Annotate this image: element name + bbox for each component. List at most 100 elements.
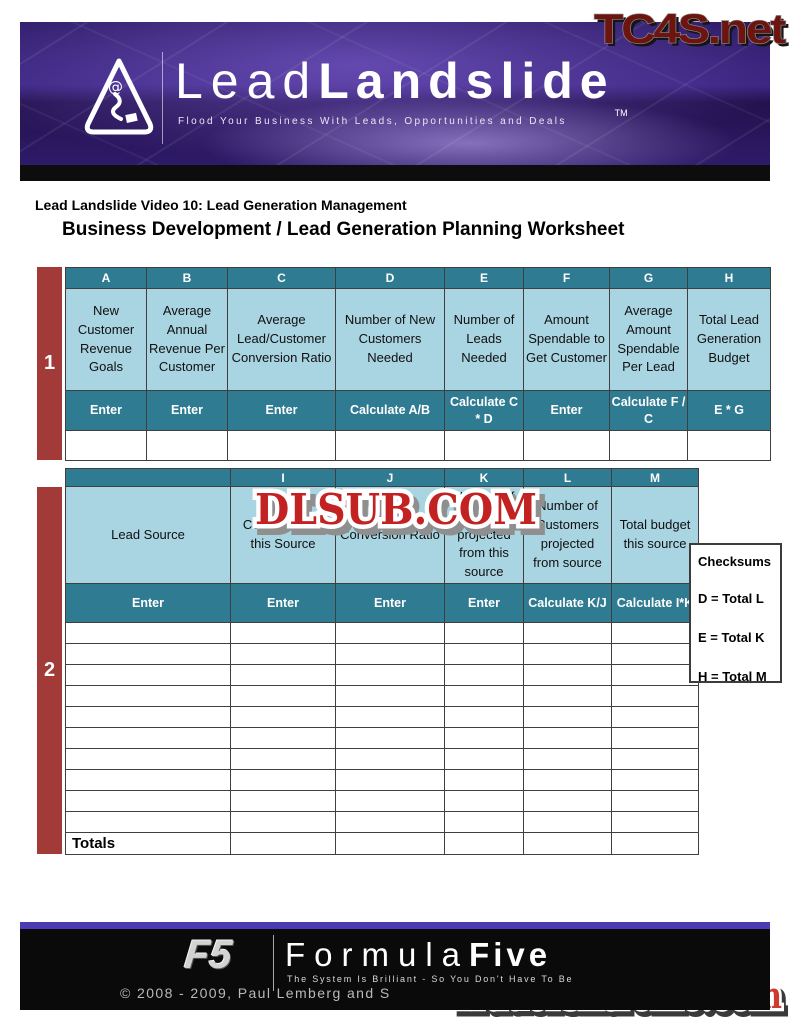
empty-cell xyxy=(445,728,524,749)
totals-label: Totals xyxy=(66,833,231,855)
empty-cell xyxy=(231,812,336,833)
empty-cell xyxy=(66,812,231,833)
t1-desc-c: Average Lead/Customer Conversion Ratio xyxy=(228,289,336,391)
empty-cell xyxy=(612,749,699,770)
brand-wordmark: LeadLandslideTM xyxy=(175,52,628,118)
empty-cell xyxy=(336,770,445,791)
t2-action-leadsource: Enter xyxy=(66,584,231,623)
t2-totals-row: Totals xyxy=(66,833,699,855)
landslide-triangle-icon: @ xyxy=(84,58,154,135)
t2-empty-row xyxy=(66,707,699,728)
empty-cell xyxy=(66,749,231,770)
checksum-item-h: H = Total M xyxy=(698,669,767,684)
t2-action-l: Calculate K/J xyxy=(524,584,612,623)
t1-input-cell xyxy=(610,431,688,461)
t1-letter-h: H xyxy=(688,268,771,289)
empty-cell xyxy=(524,644,612,665)
t1-input-cell xyxy=(688,431,771,461)
t1-desc-h: Total Lead Generation Budget xyxy=(688,289,771,391)
empty-cell xyxy=(66,665,231,686)
banner-bottom-bar xyxy=(20,165,770,181)
t2-desc-j: Conversion Ratio xyxy=(336,487,445,584)
logo-divider xyxy=(162,52,163,144)
t2-action-i: Enter xyxy=(231,584,336,623)
empty-cell xyxy=(524,707,612,728)
trademark-symbol: TM xyxy=(614,108,628,118)
t2-desc-m: Total budget this source xyxy=(612,487,699,584)
empty-cell xyxy=(445,665,524,686)
footer-tagline: The System Is Brilliant - So You Don't H… xyxy=(287,974,574,984)
totals-cell xyxy=(231,833,336,855)
t2-action-m: Calculate I*K xyxy=(612,584,699,623)
empty-cell xyxy=(612,791,699,812)
section1-table: A B C D E F G H New Customer Revenue Goa… xyxy=(65,267,771,461)
svg-text:@: @ xyxy=(108,78,123,96)
t2-desc-k: Number of Leads projected from this sour… xyxy=(445,487,524,584)
t2-body-rows xyxy=(66,623,699,833)
t1-letter-g: G xyxy=(610,268,688,289)
footer-accent-bar xyxy=(20,922,770,929)
empty-cell xyxy=(524,770,612,791)
t2-empty-row xyxy=(66,770,699,791)
empty-cell xyxy=(336,644,445,665)
empty-cell xyxy=(66,623,231,644)
video-subtitle: Lead Landslide Video 10: Lead Generation… xyxy=(35,197,407,213)
t1-action-h: E * G xyxy=(688,391,771,431)
t1-input-cell xyxy=(66,431,147,461)
t2-letter-m: M xyxy=(612,469,699,487)
checksums-box: Checksums D = Total L E = Total K H = To… xyxy=(689,543,782,684)
t1-desc-f: Amount Spendable to Get Customer xyxy=(524,289,610,391)
empty-cell xyxy=(66,791,231,812)
t1-input-cell xyxy=(524,431,610,461)
t2-empty-row xyxy=(66,686,699,707)
t1-input-cell xyxy=(228,431,336,461)
footer-logo-divider xyxy=(273,935,274,991)
footer-banner: F5 FormulaFive The System Is Brilliant -… xyxy=(20,929,770,1010)
header-banner: @ LeadLandslideTM Flood Your Business Wi… xyxy=(20,22,770,165)
t2-empty-row xyxy=(66,728,699,749)
t1-action-e: Calculate C * D xyxy=(445,391,524,431)
footer-brand-formula: Formula xyxy=(285,936,470,973)
empty-cell xyxy=(336,812,445,833)
empty-cell xyxy=(336,728,445,749)
empty-cell xyxy=(612,770,699,791)
empty-cell xyxy=(336,686,445,707)
f5-logo: F5 xyxy=(182,933,235,977)
t1-letter-c: C xyxy=(228,268,336,289)
t2-empty-row xyxy=(66,644,699,665)
brand-landslide: Landslide xyxy=(318,53,615,109)
t1-action-d: Calculate A/B xyxy=(336,391,445,431)
totals-cell xyxy=(445,833,524,855)
empty-cell xyxy=(524,623,612,644)
empty-cell xyxy=(524,728,612,749)
t2-desc-i: Cost of Leads this Source xyxy=(231,487,336,584)
checksums-title: Checksums xyxy=(698,554,771,569)
t1-desc-d: Number of New Customers Needed xyxy=(336,289,445,391)
section1-label: 1 xyxy=(37,267,62,460)
empty-cell xyxy=(612,707,699,728)
t2-empty-row xyxy=(66,791,699,812)
empty-cell xyxy=(336,707,445,728)
footer-wordmark: FormulaFive xyxy=(285,936,551,974)
empty-cell xyxy=(231,728,336,749)
empty-cell xyxy=(336,665,445,686)
t1-action-g: Calculate F / C xyxy=(610,391,688,431)
checksum-item-e: E = Total K xyxy=(698,630,765,645)
empty-cell xyxy=(336,791,445,812)
t1-action-a: Enter xyxy=(66,391,147,431)
empty-cell xyxy=(231,791,336,812)
t2-empty-row xyxy=(66,623,699,644)
empty-cell xyxy=(445,770,524,791)
empty-cell xyxy=(445,812,524,833)
empty-cell xyxy=(612,644,699,665)
empty-cell xyxy=(66,770,231,791)
t1-input-cell xyxy=(445,431,524,461)
t2-action-row: Enter Enter Enter Enter Calculate K/J Ca… xyxy=(66,584,699,623)
t2-empty-row xyxy=(66,812,699,833)
t2-action-k: Enter xyxy=(445,584,524,623)
empty-cell xyxy=(445,644,524,665)
footer-brand-five: Five xyxy=(469,936,552,973)
t2-action-j: Enter xyxy=(336,584,445,623)
empty-cell xyxy=(612,686,699,707)
